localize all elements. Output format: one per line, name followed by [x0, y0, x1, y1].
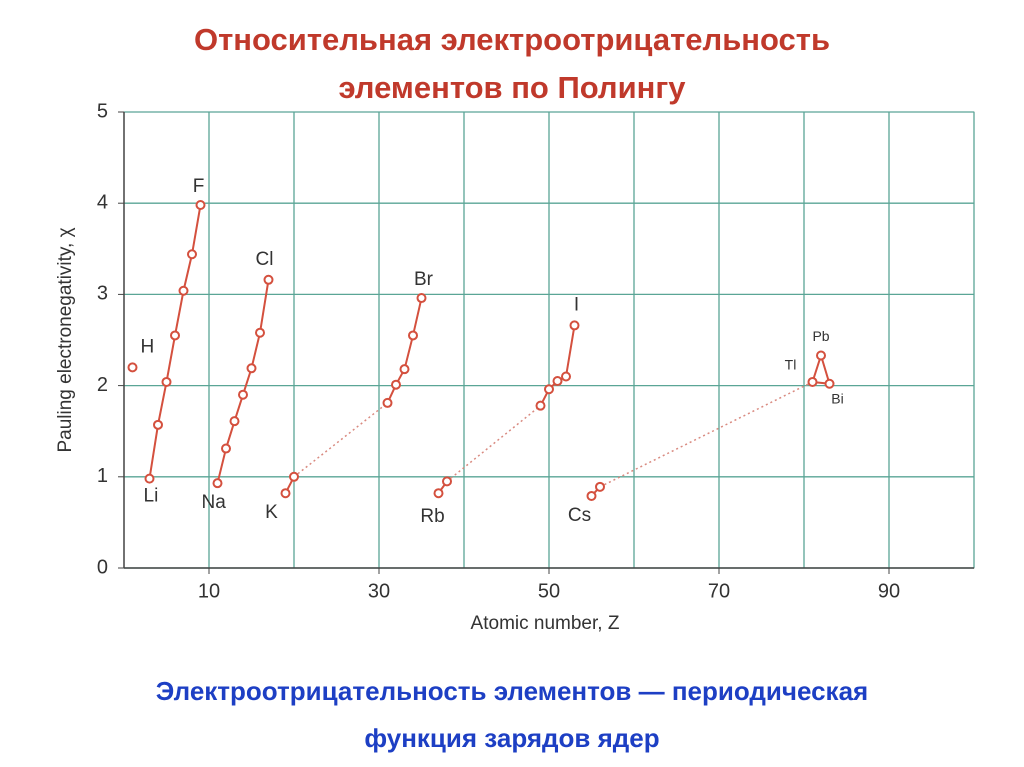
- data-point: [433, 488, 444, 499]
- y-tick-label: 2: [97, 374, 108, 396]
- y-tick-label: 3: [97, 283, 108, 305]
- data-point: [229, 416, 240, 427]
- data-point: [408, 330, 418, 341]
- dotted-connector: [599, 381, 813, 488]
- data-point: [399, 364, 410, 375]
- y-tick-label: 5: [97, 100, 108, 122]
- point-label: Cs: [568, 505, 591, 526]
- data-point: [442, 476, 452, 487]
- data-point: [187, 249, 197, 260]
- x-axis-label: Atomic number, Z: [471, 613, 620, 634]
- data-point: [824, 378, 835, 389]
- point-label: Li: [144, 486, 159, 507]
- x-tick-label: 90: [878, 580, 900, 602]
- point-label: Bi: [831, 390, 843, 406]
- slide-caption-line: функция зарядов ядер: [364, 723, 659, 753]
- data-point: [161, 376, 172, 387]
- data-point: [255, 327, 265, 338]
- data-point: [816, 350, 826, 361]
- slide-title-line: элементов по Полингу: [338, 70, 686, 105]
- point-label: Tl: [785, 357, 797, 373]
- data-point: [246, 363, 257, 374]
- x-tick-label: 50: [538, 580, 560, 602]
- dotted-connector: [293, 402, 388, 478]
- series-line: [148, 204, 202, 479]
- series-line: [539, 325, 576, 407]
- data-point: [263, 274, 274, 285]
- dotted-connector: [446, 405, 541, 482]
- y-tick-label: 4: [97, 191, 108, 213]
- x-tick-label: 70: [708, 580, 730, 602]
- data-point: [153, 419, 163, 430]
- point-label: Pb: [812, 328, 829, 344]
- data-point: [535, 400, 546, 411]
- data-point: [127, 362, 138, 373]
- data-point: [391, 379, 401, 390]
- point-label: Na: [202, 492, 227, 513]
- data-point: [807, 376, 818, 387]
- data-point: [178, 285, 189, 296]
- data-point: [544, 384, 554, 395]
- data-point: [416, 293, 427, 304]
- point-label: F: [193, 176, 205, 197]
- data-point: [382, 397, 393, 408]
- y-axis-label: Pauling electronegativity, χ: [55, 227, 76, 452]
- slide-title-line: Относительная электроотрицательность: [194, 22, 830, 57]
- x-tick-label: 10: [198, 580, 220, 602]
- data-point: [238, 389, 248, 400]
- data-point: [144, 473, 155, 484]
- point-label: I: [574, 294, 579, 315]
- data-point: [595, 481, 605, 492]
- data-point: [569, 320, 580, 331]
- data-point: [195, 200, 206, 211]
- y-tick-label: 1: [97, 465, 108, 487]
- data-point: [289, 471, 299, 482]
- data-point: [586, 490, 597, 501]
- data-point: [170, 330, 180, 341]
- point-label: K: [265, 502, 278, 523]
- point-label: Rb: [420, 506, 444, 527]
- data-point: [221, 443, 231, 454]
- point-label: Cl: [256, 249, 274, 270]
- data-point: [212, 478, 223, 489]
- point-label: H: [141, 336, 155, 357]
- x-tick-label: 30: [368, 580, 390, 602]
- data-point: [552, 376, 563, 387]
- y-tick-label: 0: [97, 556, 108, 578]
- data-point: [561, 371, 571, 382]
- slide-caption-line: Электроотрицательность элементов — перио…: [156, 676, 868, 706]
- point-label: Br: [414, 269, 434, 290]
- data-point: [280, 488, 291, 499]
